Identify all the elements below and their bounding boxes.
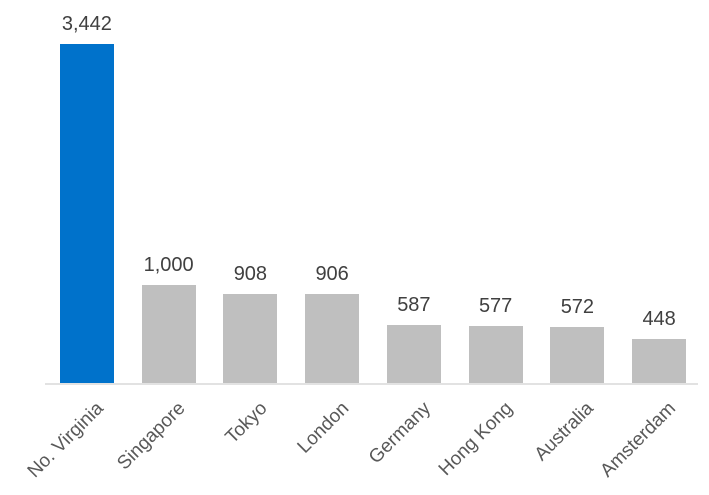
plot-area: 3,442 1,000 908 906 587 577 572 448 (46, 13, 700, 383)
bar-group: 906 (291, 262, 373, 383)
bar-value-label: 3,442 (61, 13, 112, 35)
bar (141, 284, 196, 383)
bar-value-label: 448 (642, 307, 676, 330)
x-axis-line (45, 383, 698, 385)
bar-group: 577 (455, 294, 537, 383)
x-tick-label: No. Virginia (23, 398, 108, 483)
bar (550, 326, 605, 383)
bar-value-label: 572 (560, 295, 595, 318)
x-tick-label: Hong Kong (434, 398, 517, 481)
x-tick-label: Singapore (113, 398, 190, 475)
bar-group: 448 (618, 307, 700, 383)
x-tick-label: Germany (364, 398, 435, 469)
bar-group: 1,000 (128, 253, 210, 383)
x-tick-label: Tokyo (221, 398, 272, 448)
bar (223, 293, 278, 383)
bar-value-label: 587 (397, 294, 431, 317)
x-tick-label: Australia (531, 398, 599, 466)
bar-group: 572 (537, 295, 619, 383)
bar-value-label: 577 (478, 295, 513, 318)
bar-value-label: 1,000 (143, 253, 194, 276)
bar (305, 293, 360, 383)
x-tick-label: London (293, 398, 353, 458)
bar-value-label: 906 (315, 262, 349, 285)
bar (386, 325, 441, 383)
bar (59, 44, 114, 383)
bar-group: 908 (210, 262, 292, 383)
bar-group: 587 (373, 293, 455, 383)
bar (632, 338, 687, 383)
bar-value-label: 908 (233, 262, 268, 285)
bar-group: 3,442 (46, 12, 128, 383)
x-tick-label: Amsterdam (596, 398, 680, 482)
bar (468, 326, 523, 383)
